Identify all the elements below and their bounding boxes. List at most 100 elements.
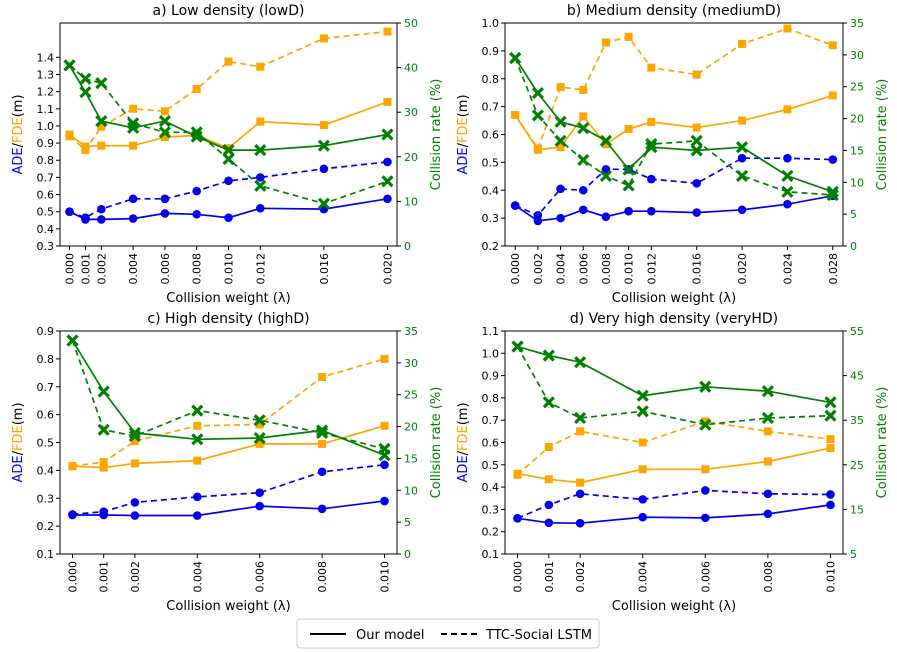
b-point-collision-ttc-0 — [509, 51, 522, 65]
b-point-fde-ttc-0 — [511, 110, 520, 119]
c-point-collision-ours-3 — [191, 433, 204, 446]
d-point-collision-ttc-6 — [824, 409, 837, 422]
d-y-axis-label-part-0: ADE — [456, 455, 471, 482]
b-point-collision-ttc-4 — [599, 169, 613, 182]
b-point-ade-ttc-10 — [828, 155, 838, 164]
c-y2-tick-label-7: 35 — [404, 325, 418, 338]
panel-b: b) Medium density (mediumD) 0.000 0.002 0.0… — [456, 3, 890, 306]
b-y2-tick-label-2: 10 — [850, 176, 864, 189]
b-point-collision-ours-5 — [622, 163, 635, 176]
a-point-collision-ours-6 — [222, 144, 235, 157]
a-y-tick-label-8: 1.1 — [37, 103, 55, 116]
c-point-ade-ours-6 — [380, 496, 389, 506]
b-point-ade-ttc-6 — [647, 174, 656, 184]
b-x-tick-label-8: 0.020 — [736, 253, 749, 285]
c-y-tick-label-4: 0.5 — [37, 437, 55, 450]
a-x-tick-label-3: 0.004 — [127, 253, 140, 285]
panel-d: d) Very high density (veryHD) 0.000 0.001 0… — [456, 311, 890, 614]
a-point-fde-ttc-9 — [383, 27, 392, 36]
d-point-collision-ours-4 — [699, 380, 712, 393]
c-point-ade-ttc-6 — [380, 460, 389, 470]
d-y2-tick-label-1: 15 — [850, 503, 864, 516]
a-x-tick-label-4: 0.006 — [159, 253, 172, 285]
b-point-ade-ttc-2 — [556, 184, 565, 194]
b-point-fde-ours-7 — [692, 123, 701, 132]
d-x-tick-label-4: 0.006 — [699, 561, 712, 593]
c-series-ade-ttc — [68, 460, 389, 519]
b-point-collision-ours-8 — [735, 141, 749, 154]
b-y-tick-label-7: 0.9 — [482, 45, 500, 58]
c-point-collision-ttc-2 — [128, 430, 141, 443]
b-point-ade-ttc-8 — [737, 153, 747, 163]
c-point-ade-ttc-1 — [99, 507, 108, 516]
c-y2-tick-label-3: 15 — [404, 452, 418, 465]
a-y-tick-label-1: 0.4 — [37, 223, 55, 236]
c-point-collision-ttc-1 — [97, 423, 110, 436]
b-point-collision-ttc-2 — [554, 134, 567, 147]
d-series-ade-ours — [513, 500, 835, 528]
d-series-collision-ours — [511, 340, 837, 409]
c-y2-tick-label-2: 10 — [404, 484, 418, 497]
a-series-ade-ours — [65, 194, 392, 224]
c-point-fde-ours-2 — [130, 459, 139, 468]
d-x-tick-label-6: 0.010 — [825, 561, 838, 593]
a-y-tick-label-11: 1.4 — [37, 51, 55, 64]
a-point-ade-ours-6 — [224, 213, 233, 222]
d-y2-tick-label-0: 5 — [850, 548, 857, 561]
c-series-fde-ours — [68, 421, 389, 472]
a-line-collision-ours — [68, 64, 388, 151]
d-y-tick-label-1: 0.2 — [482, 526, 500, 539]
a-point-ade-ours-5 — [192, 209, 202, 219]
c-point-fde-ttc-0 — [68, 462, 77, 471]
b-series-ade-ttc — [510, 153, 838, 220]
a-point-collision-ours-7 — [254, 144, 267, 157]
c-series-fde-ttc — [68, 354, 389, 471]
b-y-tick-label-6: 0.8 — [482, 73, 500, 86]
d-y-tick-label-0: 0.1 — [482, 548, 500, 561]
b-point-fde-ours-9 — [783, 105, 792, 114]
a-point-collision-ttc-4 — [158, 126, 171, 139]
a-y2-tick-label-1: 10 — [404, 195, 418, 208]
a-line-fde-ttc — [68, 30, 388, 152]
d-y2-axis-label: Collision rate (%) — [875, 387, 890, 499]
panel-c: c) High density (highD) 0.000 0.001 0.002 0.… — [11, 311, 444, 614]
a-point-ade-ttc-3 — [128, 194, 138, 204]
a-point-fde-ttc-3 — [129, 104, 138, 113]
c-title: c) High density (highD) — [147, 311, 309, 327]
b-y-axis-label: ADE/FDE(m) — [456, 94, 471, 174]
a-y-tick-label-9: 1.2 — [37, 86, 55, 99]
d-point-collision-ttc-2 — [574, 411, 587, 425]
b-point-fde-ours-10 — [828, 91, 837, 100]
a-y-tick-label-7: 1.0 — [37, 120, 55, 133]
b-y2-tick-label-7: 35 — [850, 17, 864, 30]
d-x-axis-label: Collision weight (λ) — [612, 599, 736, 614]
c-point-ade-ours-2 — [130, 511, 140, 520]
a-x-tick-label-7: 0.012 — [254, 253, 267, 285]
c-y-axis-label: ADE/FDE(m) — [11, 402, 26, 482]
a-y-axis-label-part-2: FDE — [11, 117, 26, 143]
d-title: d) Very high density (veryHD) — [570, 311, 778, 327]
d-point-fde-ttc-3 — [638, 438, 647, 447]
d-y2-tick-label-4: 45 — [850, 370, 864, 383]
b-y-axis-label-part-0: ADE — [456, 147, 471, 174]
b-y2-tick-label-1: 5 — [850, 208, 857, 221]
c-line-ade-ours — [72, 500, 385, 517]
b-point-collision-ours-2 — [554, 115, 567, 128]
d-point-ade-ours-1 — [544, 518, 554, 528]
c-y-tick-label-3: 0.4 — [37, 464, 55, 477]
d-point-fde-ttc-1 — [544, 442, 553, 451]
d-point-collision-ttc-4 — [699, 418, 712, 431]
b-point-collision-ttc-9 — [781, 185, 794, 198]
c-y-tick-label-1: 0.2 — [37, 520, 55, 533]
a-y2-tick-label-3: 30 — [404, 106, 418, 119]
a-point-ade-ttc-0 — [65, 207, 74, 216]
d-point-ade-ours-2 — [575, 518, 585, 528]
b-y2-tick-label-0: 0 — [850, 240, 857, 253]
d-y-tick-label-8: 0.9 — [482, 370, 500, 383]
d-y-axis-label-part-3: (m) — [456, 402, 471, 425]
d-point-ade-ours-6 — [826, 500, 835, 510]
b-line-collision-ttc — [514, 57, 833, 196]
a-line-ade-ours — [69, 197, 388, 221]
a-point-ade-ours-7 — [255, 203, 265, 213]
d-y-axis-label: ADE/FDE(m) — [456, 402, 471, 482]
